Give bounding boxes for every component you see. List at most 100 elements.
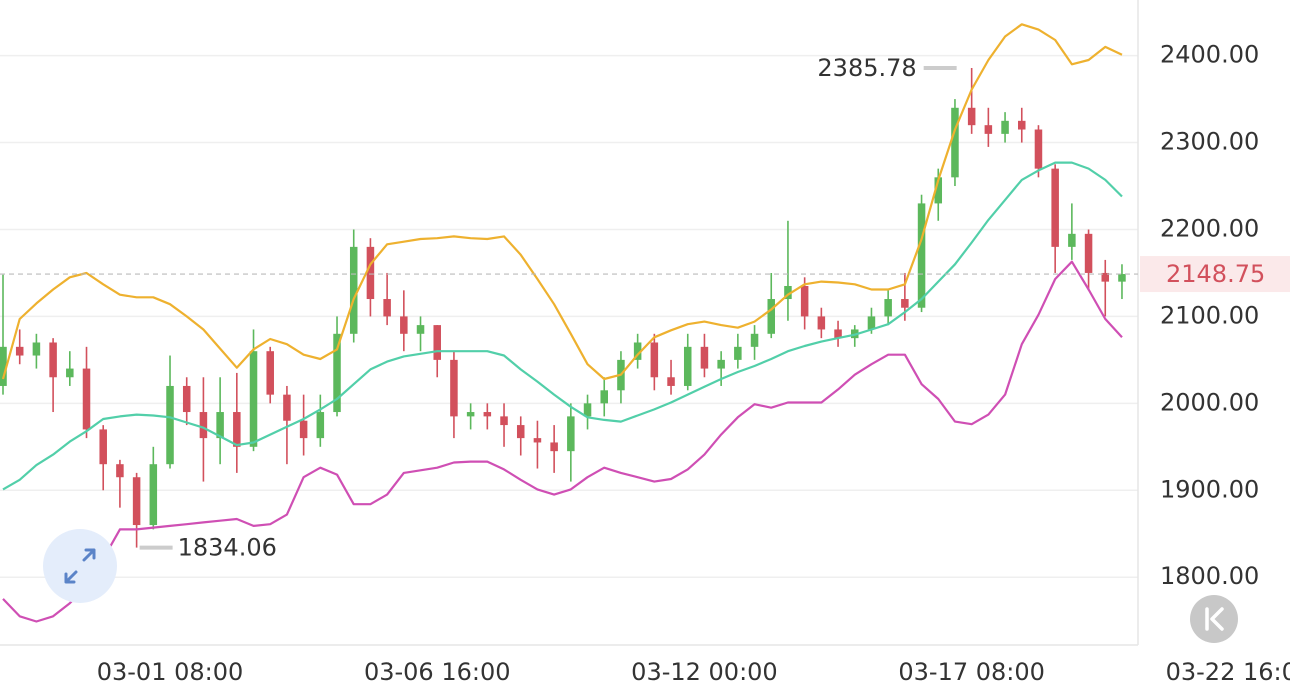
candle-body [1118,274,1126,282]
candle [383,272,391,326]
x-tick-label: 03-06 16:00 [364,658,511,686]
candle [550,425,558,473]
candle-body [82,368,91,430]
expand-button-bg[interactable] [43,529,117,603]
last-price-bg [1140,256,1290,293]
candle [450,351,458,439]
candle [299,394,308,456]
candle-body [650,342,659,378]
candle-body [66,368,74,378]
expand-icon[interactable] [64,548,96,584]
expand-button[interactable] [43,529,117,603]
candle-body [934,177,943,204]
y-tick-label: 2400.00 [1160,41,1259,69]
candle [66,351,74,386]
candle-body [717,359,725,369]
candle [784,220,792,321]
y-tick-label: 2100.00 [1160,301,1259,329]
candle-body [1001,120,1009,134]
candle [1084,229,1093,291]
candle [216,377,224,465]
candle [32,333,41,369]
y-tick-label: 2300.00 [1160,128,1259,156]
candle-body [884,299,892,317]
candle-body [299,420,308,439]
candle-body [400,316,408,334]
candle-body [984,125,993,134]
candle [967,67,976,134]
low-label: 1834.06 [178,534,277,562]
candle [917,194,926,313]
candle [466,403,475,430]
candle [99,425,107,491]
candle [767,272,776,339]
candle-body [1034,129,1043,169]
candle-body [867,316,876,330]
candle-body [233,412,241,447]
candle [633,333,642,369]
candle [1118,264,1126,300]
candle-body [516,425,525,439]
y-tick-label: 2000.00 [1160,388,1259,416]
candle-body [166,385,174,465]
candle-body [99,429,107,465]
candle-body [266,351,274,395]
candle [1001,112,1009,143]
candle-body [15,346,24,356]
candle [800,277,809,330]
candle [283,385,291,465]
candle-body [967,107,976,126]
candle [82,346,91,439]
candle-body [182,385,191,413]
candle [132,472,141,548]
candle [116,459,124,508]
candle-body [834,329,842,339]
band-line [2,260,1123,623]
candle [266,346,274,404]
candle-body [32,342,41,356]
candle-body [116,464,124,478]
candle [1068,203,1076,260]
jump-latest-button[interactable] [1190,595,1238,643]
candle [0,274,7,395]
x-tick-label: 03-12 00:00 [631,658,778,686]
candle-body [784,285,792,300]
y-tick-label: 2200.00 [1160,214,1259,242]
jump-latest-icon[interactable] [1205,607,1224,631]
candle [1034,125,1043,178]
candle [984,107,993,147]
candle [49,338,57,413]
x-tick-label: 03-01 08:00 [97,658,244,686]
candle [483,403,492,430]
candle [700,333,709,378]
candle-body [800,285,809,317]
candle [316,394,325,447]
candle-body [416,325,425,334]
x-tick-label: 03-22 16:00 [1166,658,1290,686]
candle-body [433,325,441,360]
candle-body [333,333,341,413]
candle-body [483,412,492,417]
candle-body [149,464,158,526]
candle-body [1101,272,1110,282]
candle-body [817,316,826,330]
candle [1018,107,1026,143]
candle-body [583,403,592,417]
candle [667,359,675,395]
candle [567,403,575,482]
candle-body [550,442,558,452]
candle-body [901,299,909,308]
labels: 1800.00 1900.00 2000.00 2100.00 2200.00 2300.… [0,41,1290,686]
candle-body [750,333,759,347]
candle [1051,164,1059,273]
candle-body [734,346,742,360]
candle-body [667,377,675,386]
candle [166,355,174,469]
candle [750,325,759,360]
candle-body [1084,233,1093,273]
candle [400,290,408,352]
band-line [2,161,1123,491]
candle [533,420,542,469]
candle [416,316,425,352]
candle-body [917,203,926,308]
